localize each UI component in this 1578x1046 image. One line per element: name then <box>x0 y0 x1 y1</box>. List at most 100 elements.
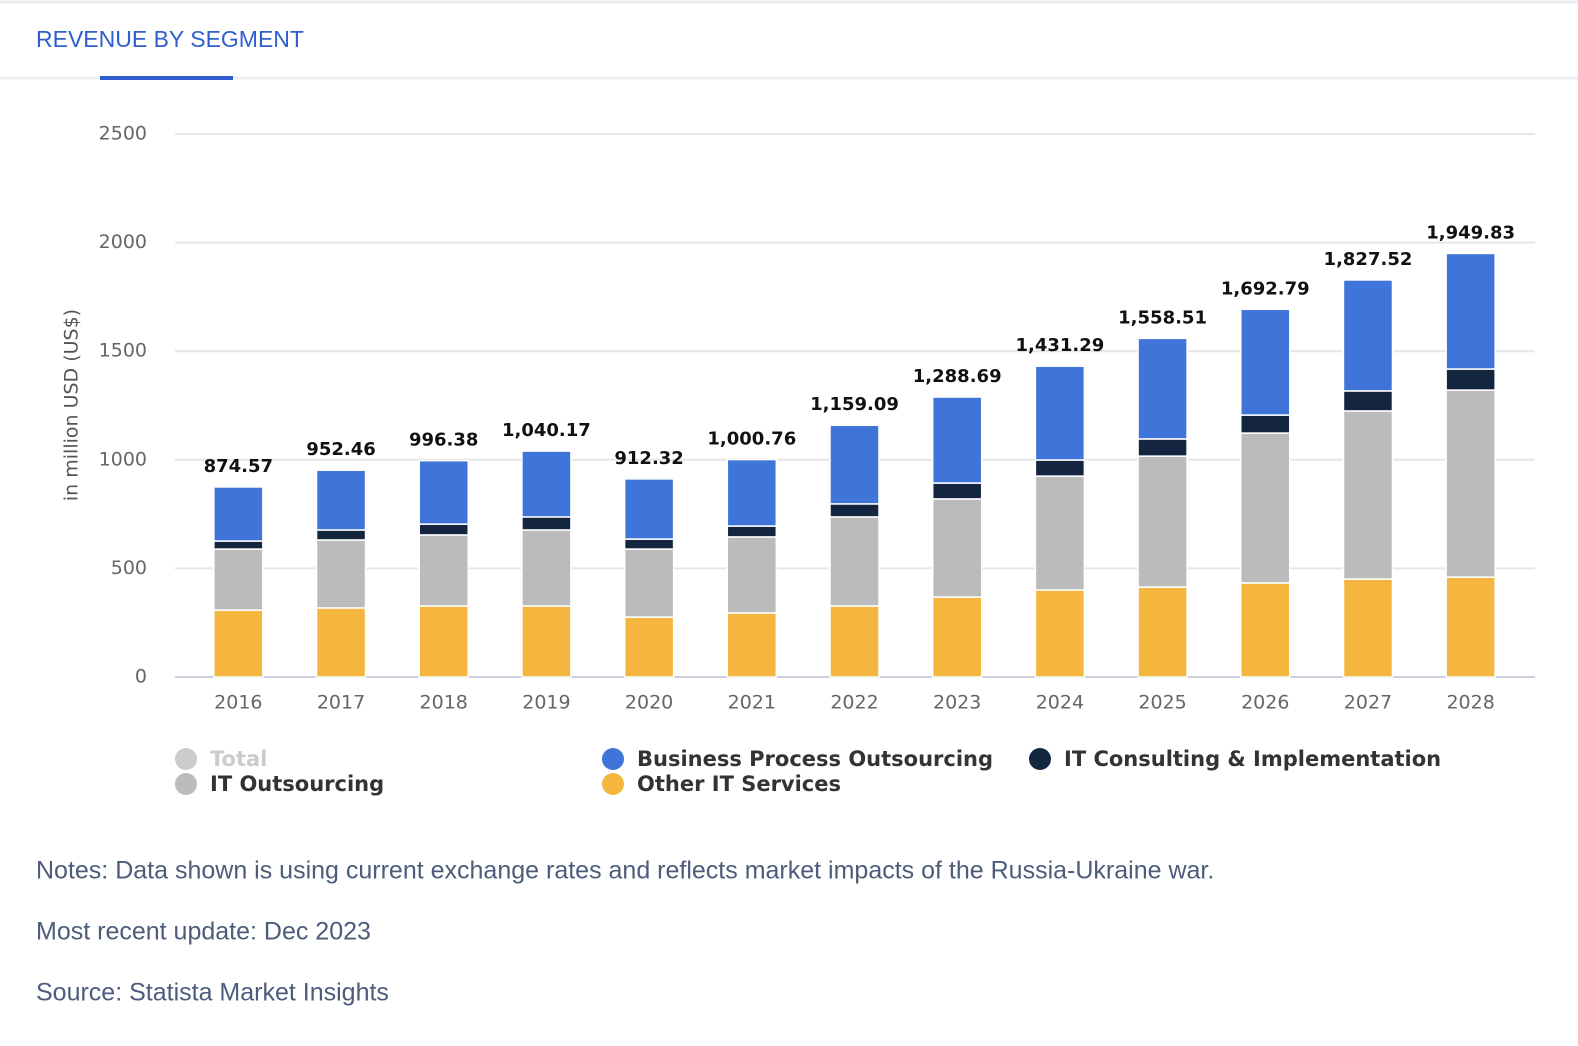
total-label: 1,692.79 <box>1221 278 1310 299</box>
x-tick-label: 2020 <box>625 692 673 714</box>
x-tick-label: 2025 <box>1138 692 1186 714</box>
bar-segment <box>1342 578 1394 678</box>
legend-marker <box>175 748 197 770</box>
bar-segment <box>1137 438 1188 457</box>
bar-segment <box>623 616 675 678</box>
bar-segment <box>1240 414 1291 434</box>
bar-segment <box>521 450 572 518</box>
x-tick-label: 2026 <box>1241 692 1289 714</box>
bar-segment <box>1240 582 1291 678</box>
bar-segment <box>1137 455 1188 588</box>
x-tick-label: 2017 <box>317 692 365 714</box>
bar-segment <box>213 609 264 678</box>
bar-segment <box>726 525 778 538</box>
legend-marker <box>602 748 624 770</box>
legend-label[interactable]: IT Outsourcing <box>210 772 384 796</box>
bar-segment <box>418 605 469 678</box>
bar-segment <box>521 516 572 531</box>
x-tick-label: 2023 <box>933 692 981 714</box>
bar-segment <box>829 516 880 607</box>
total-label: 1,949.83 <box>1426 222 1515 243</box>
total-label: 874.57 <box>204 456 273 477</box>
y-tick-label: 0 <box>135 666 147 688</box>
legend-label[interactable]: Other IT Services <box>637 772 841 796</box>
bar-segment <box>213 540 264 550</box>
bar-segment <box>521 605 572 678</box>
total-label: 952.46 <box>306 439 375 460</box>
bar-segment <box>1034 365 1086 461</box>
y-tick-label: 2500 <box>99 123 147 145</box>
y-tick-label: 1500 <box>99 340 147 362</box>
bar-segment <box>931 396 983 484</box>
bar-segment <box>1034 589 1086 678</box>
bar-segment <box>418 523 469 536</box>
bar-segment <box>1342 410 1394 580</box>
bar-segment <box>315 539 367 609</box>
bar-segment <box>521 529 572 607</box>
total-label: 1,159.09 <box>810 394 899 415</box>
bar-segment <box>418 534 469 607</box>
x-tick-label: 2018 <box>420 692 468 714</box>
x-tick-label: 2024 <box>1036 692 1084 714</box>
bar-segment <box>623 538 675 550</box>
y-tick-label: 2000 <box>99 231 147 253</box>
total-label: 1,431.29 <box>1015 335 1104 356</box>
bar-segment <box>315 469 367 531</box>
total-label: 912.32 <box>614 448 683 469</box>
bar-segment <box>726 612 778 678</box>
total-label: 1,288.69 <box>913 366 1002 387</box>
bar-segment <box>1445 389 1496 578</box>
bar-segment <box>1240 432 1291 584</box>
y-tick-label: 500 <box>111 557 147 579</box>
bar-segment <box>1137 586 1188 678</box>
tab-title[interactable]: REVENUE BY SEGMENT <box>36 26 304 52</box>
x-tick-label: 2022 <box>830 692 878 714</box>
bar-segment <box>213 486 264 542</box>
x-tick-label: 2021 <box>728 692 776 714</box>
bar-segment <box>726 536 778 614</box>
bar-segment <box>315 607 367 678</box>
legend-marker <box>1029 748 1051 770</box>
x-tick-label: 2027 <box>1344 692 1392 714</box>
note: Source: Statista Market Insights <box>36 979 389 1007</box>
bar-segment <box>1342 279 1394 392</box>
total-label: 1,827.52 <box>1324 249 1413 270</box>
bar-segment <box>1137 337 1188 440</box>
bar-segment <box>931 498 983 598</box>
legend-label[interactable]: IT Consulting & Implementation <box>1064 747 1441 771</box>
bar-segment <box>726 458 778 527</box>
bar-segment <box>829 503 880 518</box>
bar-segment <box>213 548 264 611</box>
y-tick-label: 1000 <box>99 448 147 470</box>
tab-underline <box>100 76 233 80</box>
bar-segment <box>1445 576 1496 678</box>
bar-segment <box>1240 308 1291 416</box>
legend-marker <box>175 773 197 795</box>
total-label: 1,558.51 <box>1118 307 1207 328</box>
x-tick-label: 2019 <box>522 692 570 714</box>
bar-segment <box>315 529 367 541</box>
total-label: 996.38 <box>409 430 478 451</box>
legend-label[interactable]: Total <box>210 747 267 771</box>
bar-segment <box>829 605 880 678</box>
bar-segment <box>1034 475 1086 591</box>
bar-segment <box>931 596 983 678</box>
y-axis-title: in million USD (US$) <box>61 309 83 501</box>
legend-marker <box>602 773 624 795</box>
x-tick-label: 2016 <box>214 692 262 714</box>
bar-segment <box>931 482 983 500</box>
x-tick-label: 2028 <box>1446 692 1494 714</box>
total-label: 1,040.17 <box>502 420 591 441</box>
bar-segment <box>829 424 880 505</box>
bar-segment <box>1445 252 1496 370</box>
bar-segment <box>1034 459 1086 477</box>
bar-segment <box>1342 390 1394 412</box>
bar-segment <box>418 459 469 525</box>
note: Notes: Data shown is using current excha… <box>36 857 1214 885</box>
total-label: 1,000.76 <box>707 429 796 450</box>
bar-segment <box>1445 368 1496 391</box>
bar-segment <box>623 478 675 540</box>
bar-segment <box>623 548 675 618</box>
legend-label[interactable]: Business Process Outsourcing <box>637 747 993 771</box>
